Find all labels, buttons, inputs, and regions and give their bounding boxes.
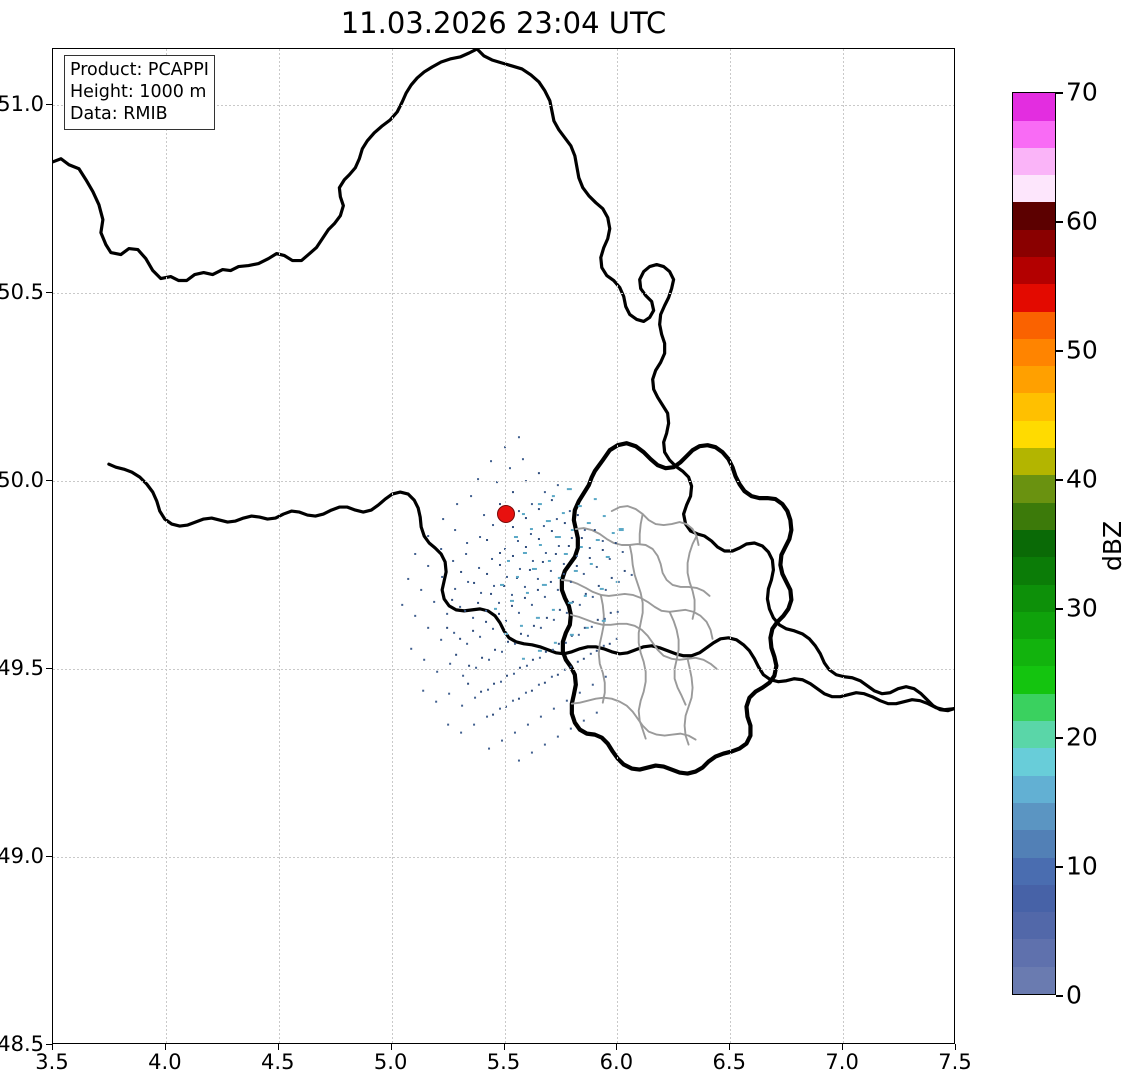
colorbar-tick-label: 50 [1066,335,1098,365]
colorbar-tick-mark [1056,995,1063,997]
colorbar-band [1013,202,1055,230]
x-axis-tick-label: 5.5 [486,1050,521,1074]
info-box: Product: PCAPPI Height: 1000 m Data: RMI… [64,55,215,130]
x-axis-tick-label: 7.0 [825,1050,859,1074]
info-product-line: Product: PCAPPI [70,60,209,80]
x-axis-tick-label: 7.5 [938,1050,972,1074]
y-axis-tick-mark [46,104,52,106]
colorbar-title: dBZ [1098,520,1127,571]
x-axis-tick-mark [52,1044,53,1050]
colorbar-band [1013,175,1055,203]
info-height-line: Height: 1000 m [70,82,207,102]
colorbar-band [1013,366,1055,394]
colorbar-band [1013,802,1055,831]
x-axis-tick-label: 5.0 [373,1050,408,1074]
y-axis-tick-label: 49.0 [0,844,44,869]
colorbar-band [1013,284,1055,312]
x-axis-tick-label: 6.5 [712,1050,746,1074]
colorbar-band [1013,857,1055,885]
radar-echo-scatter [401,436,633,762]
colorbar-tick-mark [1056,221,1063,223]
y-axis-tick-mark [46,856,52,858]
x-axis-tick-mark [503,1044,505,1050]
colorbar-band [1013,721,1055,749]
colorbar[interactable] [1012,92,1056,995]
y-axis-tick-label: 51.0 [0,92,44,117]
colorbar-band [1013,611,1055,640]
colorbar-band [1013,147,1055,176]
colorbar-band [1013,420,1055,449]
colorbar-tick-label: 0 [1066,980,1082,1010]
x-axis-tick-label: 4.5 [261,1050,295,1074]
colorbar-band [1013,693,1055,722]
colorbar-band [1013,584,1055,612]
radar-site-marker[interactable] [496,504,515,523]
colorbar-band [1013,966,1055,994]
colorbar-tick-label: 10 [1066,851,1098,881]
colorbar-tick-mark [1056,350,1063,352]
colorbar-band [1013,666,1055,694]
map-canvas [53,49,954,1043]
x-axis-tick-mark [616,1044,618,1050]
x-axis-tick-mark [842,1044,844,1050]
y-axis-tick-label: 50.5 [0,280,44,305]
x-axis-tick-mark [729,1044,731,1050]
x-axis-tick-label: 6.0 [599,1050,634,1074]
colorbar-band [1013,529,1055,558]
y-axis-tick-label: 50.0 [0,468,44,493]
colorbar-tick-mark [1056,92,1063,94]
colorbar-tick-mark [1056,866,1063,868]
colorbar-band [1013,830,1055,858]
x-axis-tick-mark [164,1044,166,1050]
colorbar-tick-mark [1056,479,1063,481]
colorbar-band [1013,557,1055,585]
map-plot-area[interactable] [52,48,955,1044]
y-axis-tick-label: 48.5 [0,1032,44,1056]
y-axis-tick-mark [46,1044,52,1045]
x-axis-tick-label: 3.5 [35,1050,69,1074]
colorbar-band [1013,393,1055,421]
colorbar-tick-label: 30 [1066,593,1098,623]
y-axis-tick-mark [46,668,52,670]
colorbar-band [1013,912,1055,940]
page-title: 11.03.2026 23:04 UTC [340,6,667,40]
colorbar-tick-label: 20 [1066,722,1098,752]
colorbar-tick-mark [1056,608,1063,610]
x-axis-tick-label: 4.0 [148,1050,182,1074]
colorbar-tick-label: 70 [1066,77,1098,107]
colorbar-tick-label: 60 [1066,206,1098,236]
info-data-line: Data: RMIB [70,104,168,124]
x-axis-tick-mark [390,1044,392,1050]
colorbar-band [1013,639,1055,667]
colorbar-band [1013,256,1055,285]
y-axis-tick-mark [46,480,52,482]
colorbar-band [1013,93,1055,121]
country-borders-path [53,49,954,713]
colorbar-band [1013,338,1055,367]
colorbar-band [1013,120,1055,148]
colorbar-band [1013,775,1055,803]
luxembourg-border-path [559,441,794,776]
colorbar-band [1013,939,1055,967]
colorbar-band [1013,748,1055,776]
colorbar-tick-label: 40 [1066,464,1098,494]
y-axis-tick-label: 49.5 [0,656,44,681]
x-axis-tick-mark [955,1044,956,1050]
colorbar-band [1013,475,1055,503]
admin-boundaries-path [560,505,718,746]
colorbar-band [1013,311,1055,339]
x-axis-tick-mark [277,1044,279,1050]
colorbar-band [1013,884,1055,913]
colorbar-band [1013,229,1055,257]
map-vector-layer [53,49,954,776]
y-axis-tick-mark [46,292,52,294]
colorbar-band [1013,448,1055,476]
colorbar-tick-mark [1056,737,1063,739]
colorbar-band [1013,502,1055,530]
